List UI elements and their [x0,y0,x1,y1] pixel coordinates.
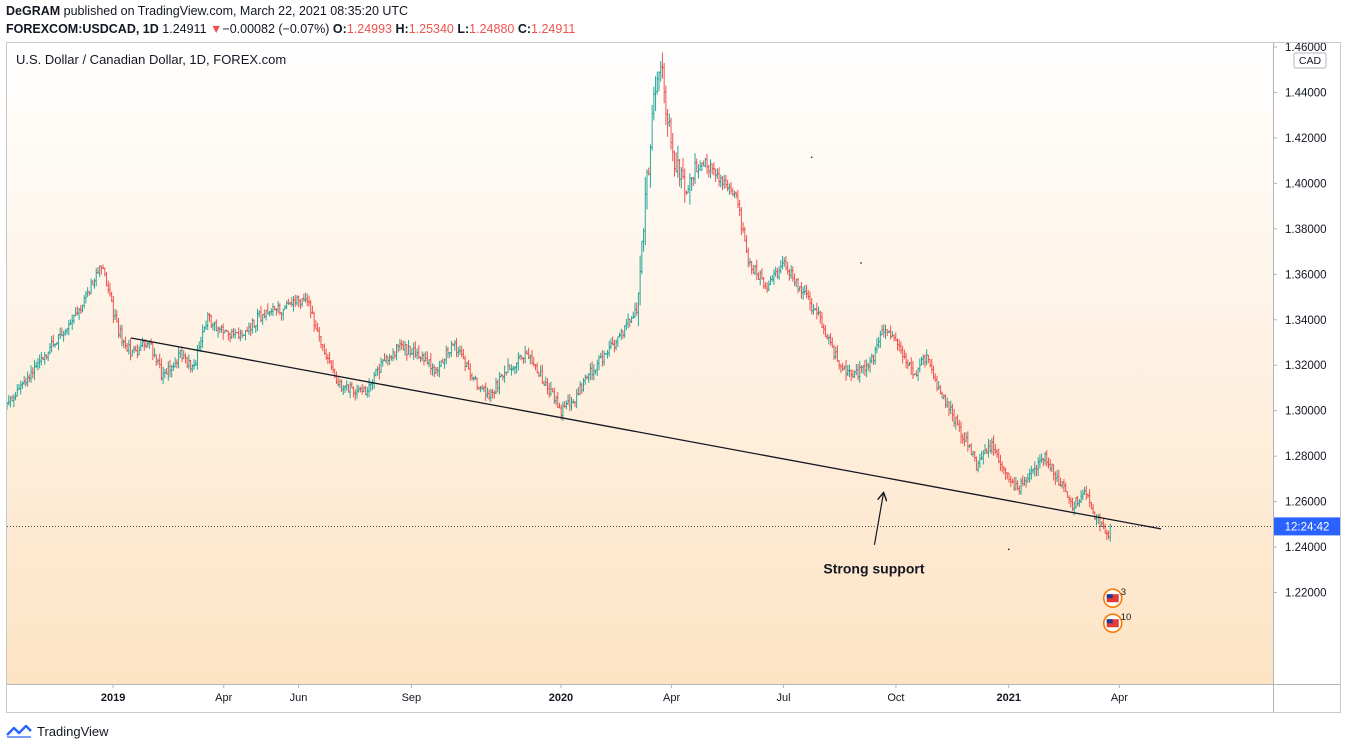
stray-dot [810,156,813,159]
currency-badge: CAD [1293,52,1327,69]
price-tick-label: 1.42000 [1285,133,1327,145]
price-change: −0.00082 (−0.07%) [222,22,330,36]
price-tick-label: 1.36000 [1285,269,1327,281]
close-value: 1.24911 [531,22,576,36]
time-tick-label: Sep [402,692,422,704]
price-tick-label: 1.46000 [1285,43,1327,54]
time-tick-label: 2021 [997,692,1021,704]
event-count: 3 [1121,587,1126,598]
close-label: C: [517,22,532,36]
price-axis[interactable]: 1.46000 1.44000 1.42000 1.40000 1.38000 1.360… [1273,43,1327,600]
time-tick-label: Oct [887,692,904,704]
flag-canton [1106,619,1113,624]
currency-label: CAD [1299,55,1322,67]
tradingview-brand[interactable]: TradingView [37,723,109,739]
time-tick-label: 2020 [549,692,573,704]
high-value: 1.25340 [408,22,454,36]
last-price: 1.24911 [162,22,207,36]
countdown-label: 12:24:42 [1285,521,1330,533]
price-tick-label: 1.26000 [1285,497,1327,509]
event-count: 10 [1121,612,1132,623]
time-tick-label: 2019 [101,692,125,704]
event-marker[interactable]: 10 [1102,612,1132,634]
time-tick-label: Apr [663,692,680,704]
time-tick-label: Jul [776,692,790,704]
price-bars [7,52,1112,542]
published-text: published on TradingView.com, March 22, … [63,4,409,18]
support-trendline[interactable] [130,337,1162,530]
low-value: 1.24880 [469,22,515,36]
chart-frame[interactable]: Strong support U.S. Dollar / Canadian Do… [6,42,1341,713]
symbol-name[interactable]: FOREXCOM:USDCAD, 1D [6,22,159,36]
price-tick-label: 1.24000 [1285,542,1327,554]
chart-title: U.S. Dollar / Canadian Dollar, 1D, FOREX… [16,52,286,67]
stray-dot [1007,548,1010,551]
price-tick-label: 1.30000 [1285,406,1327,418]
plot-background [7,43,1273,684]
countdown-badge: 12:24:42 [1274,517,1340,536]
price-tick-label: 1.40000 [1285,178,1327,190]
price-tick-label: 1.32000 [1285,360,1327,372]
time-tick-label: Apr [215,692,232,704]
publish-info: DeGRAM published on TradingView.com, Mar… [6,4,408,18]
chart-canvas[interactable]: Strong support U.S. Dollar / Canadian Do… [7,43,1340,712]
flag-canton [1106,594,1113,599]
open-label: O: [332,22,347,36]
open-value: 1.24993 [346,22,392,36]
price-tick-label: 1.28000 [1285,451,1327,463]
annotation-arrow [873,494,883,545]
price-tick-label: 1.38000 [1285,224,1327,236]
price-tick-label: 1.22000 [1285,588,1327,600]
price-tick-label: 1.34000 [1285,315,1327,327]
annotation-text: Strong support [823,561,924,577]
event-marker[interactable]: 3 [1102,587,1126,609]
symbol-bar: FOREXCOM:USDCAD, 1D 1.24911 ▼−0.00082 (−… [6,22,575,36]
tradingview-logo-icon[interactable] [6,724,32,738]
down-arrow-icon: ▼ [210,22,223,36]
time-axis[interactable]: 2019 Apr Jun Sep 2020 Apr Jul Oct 2021 Apr [101,684,1128,704]
time-tick-label: Apr [1111,692,1128,704]
high-label: H: [395,22,409,36]
price-tick-label: 1.44000 [1285,87,1327,99]
stray-dot [860,262,862,264]
author-name[interactable]: DeGRAM [6,4,61,18]
low-label: L: [457,22,470,36]
time-tick-label: Jun [290,692,308,704]
footer: TradingView [6,721,109,741]
